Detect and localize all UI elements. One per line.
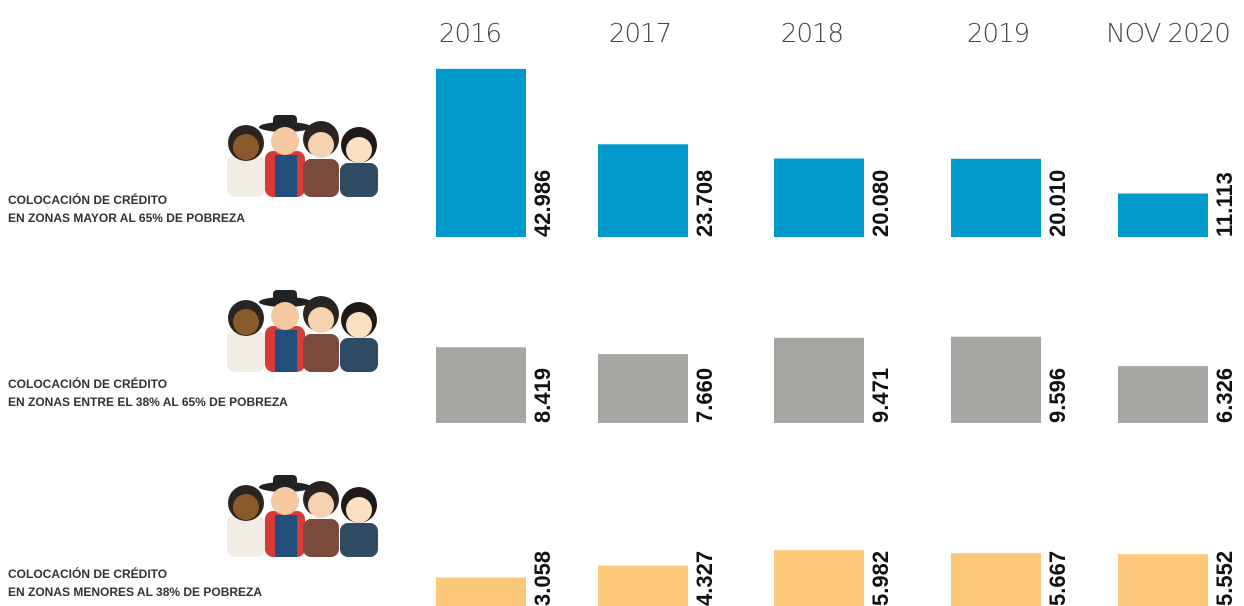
people-icon [227,290,378,372]
row-title: COLOCACIÓN DE CRÉDITO [8,192,167,207]
bar [598,354,688,423]
bar [436,347,526,423]
row-subtitle: EN ZONAS MAYOR AL 65% DE POBREZA [8,211,245,225]
year-label: 2016 [439,19,501,49]
year-label: NOV 2020 [1106,19,1230,49]
value-label: 4.327 [692,551,717,606]
bar [1118,366,1208,423]
year-label: 2018 [781,19,843,49]
people-icon [227,115,378,197]
bar [436,577,526,606]
value-label: 20.010 [1045,170,1070,237]
bar [598,565,688,606]
value-label: 3.058 [530,551,555,606]
value-label: 6.326 [1212,368,1237,423]
year-label: 2017 [609,19,671,49]
bar [774,550,864,606]
value-label: 11.113 [1212,172,1237,237]
row-title: COLOCACIÓN DE CRÉDITO [8,566,167,581]
bar [951,158,1041,237]
row-subtitle: EN ZONAS ENTRE EL 38% AL 65% DE POBREZA [8,395,288,409]
bar [774,337,864,423]
bar [598,144,688,237]
value-label: 9.471 [868,368,893,423]
bar [951,553,1041,606]
bar [1118,193,1208,237]
bar [1118,554,1208,606]
value-label: 8.419 [530,368,555,423]
value-label: 5.982 [868,551,893,606]
value-label: 5.552 [1212,551,1237,606]
bar [774,158,864,237]
row-subtitle: EN ZONAS MENORES AL 38% DE POBREZA [8,585,262,599]
value-label: 20.080 [868,170,893,237]
row-title: COLOCACIÓN DE CRÉDITO [8,376,167,391]
bar [951,336,1041,423]
value-label: 9.596 [1045,368,1070,423]
value-label: 23.708 [692,170,717,237]
value-label: 42.986 [530,170,555,237]
bar [436,68,526,237]
value-label: 7.660 [692,368,717,423]
people-icon [227,475,378,557]
value-label: 5.667 [1045,551,1070,606]
year-label: 2019 [967,19,1029,49]
